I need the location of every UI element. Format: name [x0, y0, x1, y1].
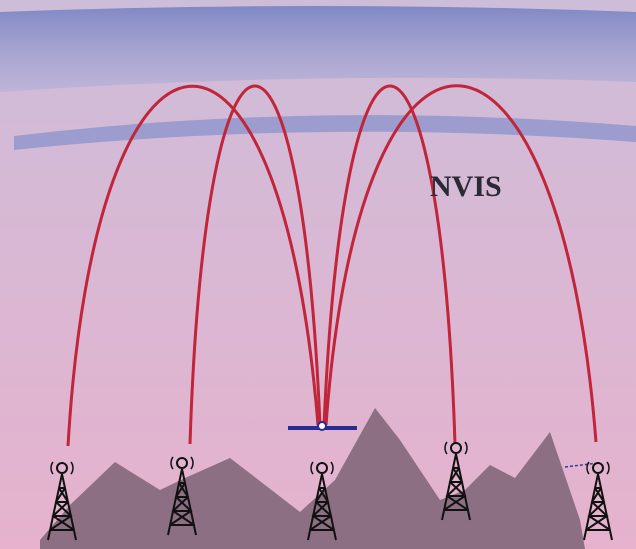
nvis-diagram: NVIS — [0, 0, 636, 549]
nvis-label: NVIS — [430, 170, 502, 203]
